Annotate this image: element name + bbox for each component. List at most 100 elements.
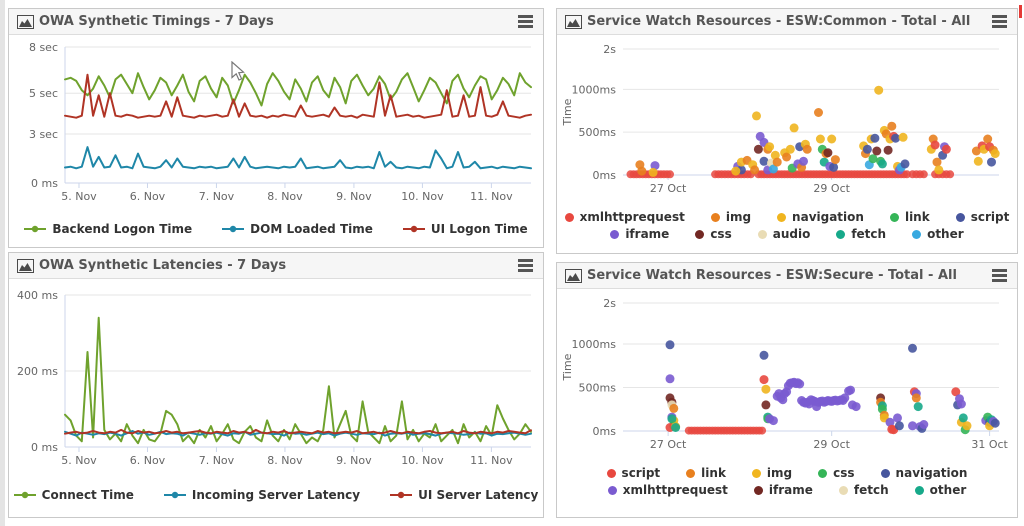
data-point-xmlhttprequest[interactable] — [665, 374, 675, 384]
legend-item-xmlhttprequest[interactable]: xmlhttprequest — [564, 210, 685, 224]
data-point-xmlhttprequest[interactable] — [846, 385, 855, 395]
data-point-navigation[interactable] — [894, 421, 904, 431]
data-point-xmlhttprequest[interactable] — [919, 420, 929, 429]
data-point-navigation[interactable] — [815, 134, 825, 144]
data-point-navigation[interactable] — [665, 340, 675, 350]
data-point-navigation[interactable] — [934, 165, 944, 175]
data-point-navigation[interactable] — [908, 343, 917, 353]
data-point[interactable] — [919, 170, 928, 179]
data-point-img[interactable] — [761, 384, 771, 394]
data-point-xmlhttprequest[interactable] — [941, 144, 951, 154]
data-point-xmlhttprequest[interactable] — [840, 393, 850, 403]
data-point-link[interactable] — [669, 403, 679, 413]
data-point-navigation[interactable] — [973, 156, 983, 166]
legend-item-xmlhttprequest[interactable]: xmlhttprequest — [607, 483, 728, 497]
data-point[interactable] — [666, 170, 674, 179]
legend-item-navigation[interactable]: navigation — [880, 466, 967, 480]
legend-item-navigation[interactable]: navigation — [777, 210, 864, 224]
data-point-navigation[interactable] — [765, 142, 775, 152]
data-point-navigation[interactable] — [789, 123, 799, 133]
data-point-img[interactable] — [782, 152, 792, 162]
data-point-css[interactable] — [872, 146, 882, 156]
data-point-navigation[interactable] — [752, 111, 761, 121]
data-point-img[interactable] — [772, 157, 782, 167]
legend-item-script[interactable]: script — [606, 466, 660, 480]
data-point-script[interactable] — [759, 156, 769, 166]
data-point-navigation[interactable] — [770, 150, 780, 160]
data-point-xmlhttprequest[interactable] — [930, 140, 940, 150]
data-point-xmlhttprequest[interactable] — [908, 421, 917, 431]
legend-item-ui-logon-time[interactable]: UI Logon Time — [402, 222, 528, 236]
data-point-img[interactable] — [830, 155, 840, 165]
data-point-img[interactable] — [814, 108, 823, 117]
data-point-navigation[interactable] — [785, 144, 795, 154]
data-point-css[interactable] — [883, 145, 893, 155]
data-point-css[interactable] — [753, 144, 763, 154]
data-point-script[interactable] — [987, 157, 996, 167]
series-backend-logon-time[interactable] — [64, 72, 532, 107]
legend-item-script[interactable]: script — [955, 210, 1009, 224]
legend-item-link[interactable]: link — [686, 466, 726, 480]
series-ui-server-latency[interactable] — [64, 428, 532, 435]
data-point-navigation[interactable] — [990, 149, 1000, 159]
data-point-script[interactable] — [891, 133, 901, 143]
data-point-navigation[interactable] — [759, 350, 769, 360]
data-point[interactable] — [758, 426, 767, 435]
data-point-img[interactable] — [962, 421, 972, 431]
legend-item-other[interactable]: other — [912, 227, 964, 241]
data-point-script[interactable] — [862, 144, 872, 154]
data-point-navigation[interactable] — [990, 418, 1000, 428]
data-point-navigation[interactable] — [874, 85, 884, 95]
data-point-img[interactable] — [802, 144, 812, 154]
data-point-navigation[interactable] — [731, 166, 741, 176]
data-point-img[interactable] — [932, 157, 942, 167]
legend-item-backend-logon-time[interactable]: Backend Logon Time — [24, 222, 192, 236]
data-point-navigation[interactable] — [648, 167, 658, 177]
legend-item-fetch[interactable]: fetch — [838, 483, 889, 497]
data-point-img[interactable] — [750, 165, 760, 175]
legend-item-ui-server-latency[interactable]: UI Server Latency — [390, 488, 538, 502]
data-point-link[interactable] — [911, 393, 921, 403]
hamburger-menu-icon[interactable] — [990, 13, 1009, 30]
data-point-xmlhttprequest[interactable] — [768, 416, 778, 426]
data-point-navigation[interactable] — [827, 134, 837, 144]
legend-item-css[interactable]: css — [818, 466, 855, 480]
hamburger-menu-icon[interactable] — [516, 13, 535, 30]
legend-item-link[interactable]: link — [889, 210, 930, 224]
legend-item-connect-time[interactable]: Connect Time — [13, 488, 134, 502]
series-dom-loaded-time[interactable] — [64, 146, 532, 170]
legend-item-dom-loaded-time[interactable]: DOM Loaded Time — [222, 222, 373, 236]
data-point-img[interactable] — [887, 121, 897, 131]
data-point-navigation[interactable] — [898, 132, 908, 142]
legend-item-css[interactable]: css — [695, 227, 732, 241]
legend-item-img[interactable]: img — [710, 210, 751, 224]
data-point-img[interactable] — [637, 166, 647, 176]
legend-item-img[interactable]: img — [751, 466, 792, 480]
legend-item-other[interactable]: other — [914, 483, 966, 497]
legend-item-incoming-server-latency[interactable]: Incoming Server Latency — [163, 488, 360, 502]
data-point-script[interactable] — [951, 387, 961, 397]
data-point[interactable] — [902, 170, 911, 179]
hamburger-menu-icon[interactable] — [516, 257, 535, 274]
data-point-script[interactable] — [829, 162, 839, 172]
data-point-xmlhttprequest[interactable] — [851, 402, 861, 412]
legend-item-fetch[interactable]: fetch — [836, 227, 886, 241]
legend-item-iframe[interactable]: iframe — [753, 483, 813, 497]
data-point-script[interactable] — [759, 375, 769, 385]
data-point-iframe[interactable] — [799, 156, 808, 166]
data-point-xmlhttprequest[interactable] — [885, 417, 895, 427]
data-point-script[interactable] — [900, 159, 910, 169]
hamburger-menu-icon[interactable] — [990, 267, 1009, 284]
data-point-iframe[interactable] — [761, 400, 771, 410]
data-point-link[interactable] — [868, 154, 878, 164]
data-point-other[interactable] — [958, 413, 968, 423]
series-connect-time[interactable] — [64, 316, 532, 445]
legend-item-iframe[interactable]: iframe — [610, 227, 669, 241]
data-point-img[interactable] — [983, 134, 993, 144]
data-point-xmlhttprequest[interactable] — [956, 399, 966, 409]
data-point[interactable] — [946, 170, 955, 179]
data-point-script[interactable] — [870, 133, 880, 143]
data-point-xmlhttprequest[interactable] — [795, 379, 805, 389]
data-point-other[interactable] — [768, 164, 778, 174]
series-ui-logon-time[interactable] — [64, 73, 532, 119]
